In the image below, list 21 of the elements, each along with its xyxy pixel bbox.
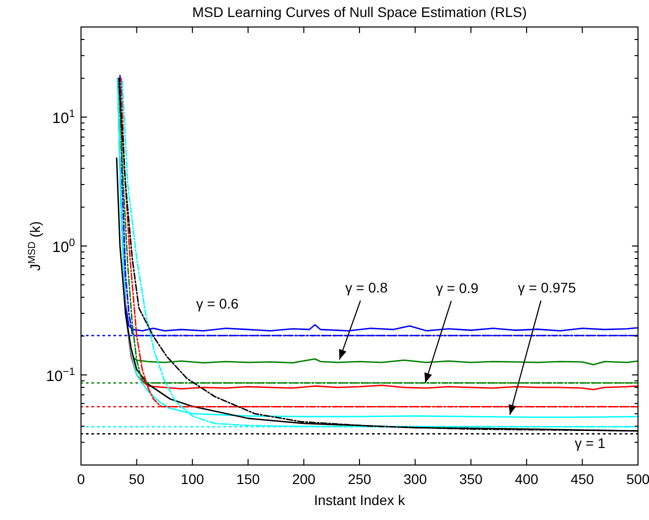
x-tick-label: 300 [404,471,428,487]
chart-title: MSD Learning Curves of Null Space Estimation (RLS) [192,4,527,20]
y-tick-label: 10$^{0}$ [52,237,75,256]
annotation: γ = 0.6 [196,296,239,312]
x-tick-label: 350 [459,471,483,487]
annotation: γ = 1 [574,435,606,452]
x-tick-label: 200 [292,471,316,487]
x-axis-title: Instant Index k [314,492,406,508]
x-tick-label: 100 [180,471,204,487]
x-tick-label: 250 [348,471,372,487]
y-tick-label: 10$^{1}$ [52,108,75,128]
annotation: γ = 0.9 [436,280,479,296]
annotation: γ = 0.975 [518,280,576,296]
x-tick-label: 450 [570,471,594,487]
x-tick-label: 150 [236,471,260,487]
annotation: γ = 0.8 [345,280,388,296]
x-tick-label: 50 [128,471,145,487]
x-tick-label: 0 [77,471,86,487]
x-tick-label: 400 [514,471,538,487]
x-tick-label: 500 [626,471,649,487]
y-tick-label: 10$^{−1}$ [46,366,75,385]
